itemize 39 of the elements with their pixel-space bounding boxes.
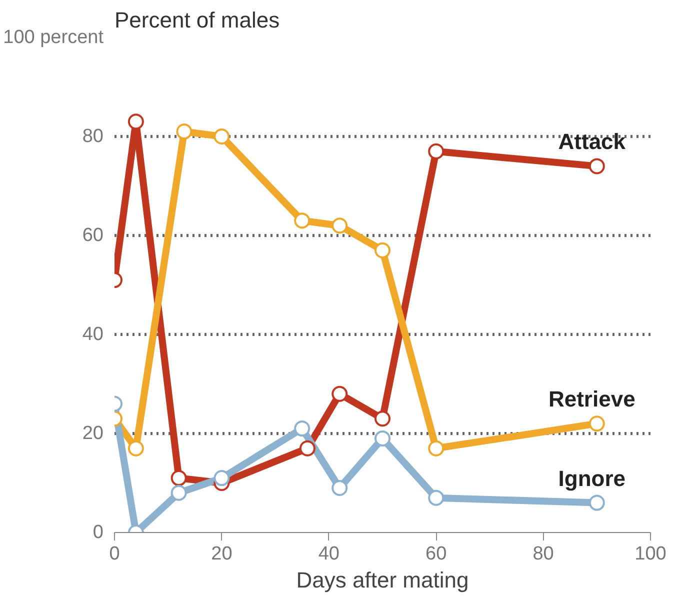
series-label: Attack xyxy=(558,129,626,154)
point xyxy=(214,128,230,144)
series-label: Ignore xyxy=(558,466,626,491)
y-tick-label: 20 xyxy=(82,423,104,444)
point xyxy=(332,480,348,496)
x-tick-label: 0 xyxy=(109,544,120,564)
point xyxy=(294,212,310,229)
point xyxy=(214,470,230,486)
point xyxy=(428,440,444,456)
y-tick-label: 100 percent xyxy=(3,27,104,48)
x-axis-title: Days after mating xyxy=(296,568,469,592)
y-tick-label: 40 xyxy=(82,324,104,345)
point xyxy=(176,124,192,140)
chart-title: Percent of males xyxy=(114,8,280,32)
x-tick-label: 100 xyxy=(634,544,666,564)
x-tick-label: 40 xyxy=(318,544,340,564)
x-tick-label: 80 xyxy=(532,544,554,564)
point xyxy=(374,410,390,427)
y-tick-label: 80 xyxy=(82,126,104,147)
y-tick-label: 0 xyxy=(92,522,104,543)
x-tick-label: 20 xyxy=(211,544,232,564)
point xyxy=(170,470,187,486)
point xyxy=(128,440,144,456)
point xyxy=(588,416,605,432)
point xyxy=(428,143,444,160)
y-tick-label: 60 xyxy=(82,225,104,246)
point xyxy=(299,440,316,456)
point xyxy=(374,242,390,258)
point xyxy=(428,490,444,506)
x-tick-label: 60 xyxy=(426,544,447,564)
series-label: Retrieve xyxy=(548,386,636,412)
point xyxy=(332,386,348,402)
point xyxy=(170,484,187,501)
point xyxy=(294,420,310,437)
point xyxy=(588,158,605,174)
point xyxy=(332,218,348,234)
point xyxy=(588,494,605,511)
point xyxy=(374,430,390,446)
point xyxy=(128,114,144,130)
